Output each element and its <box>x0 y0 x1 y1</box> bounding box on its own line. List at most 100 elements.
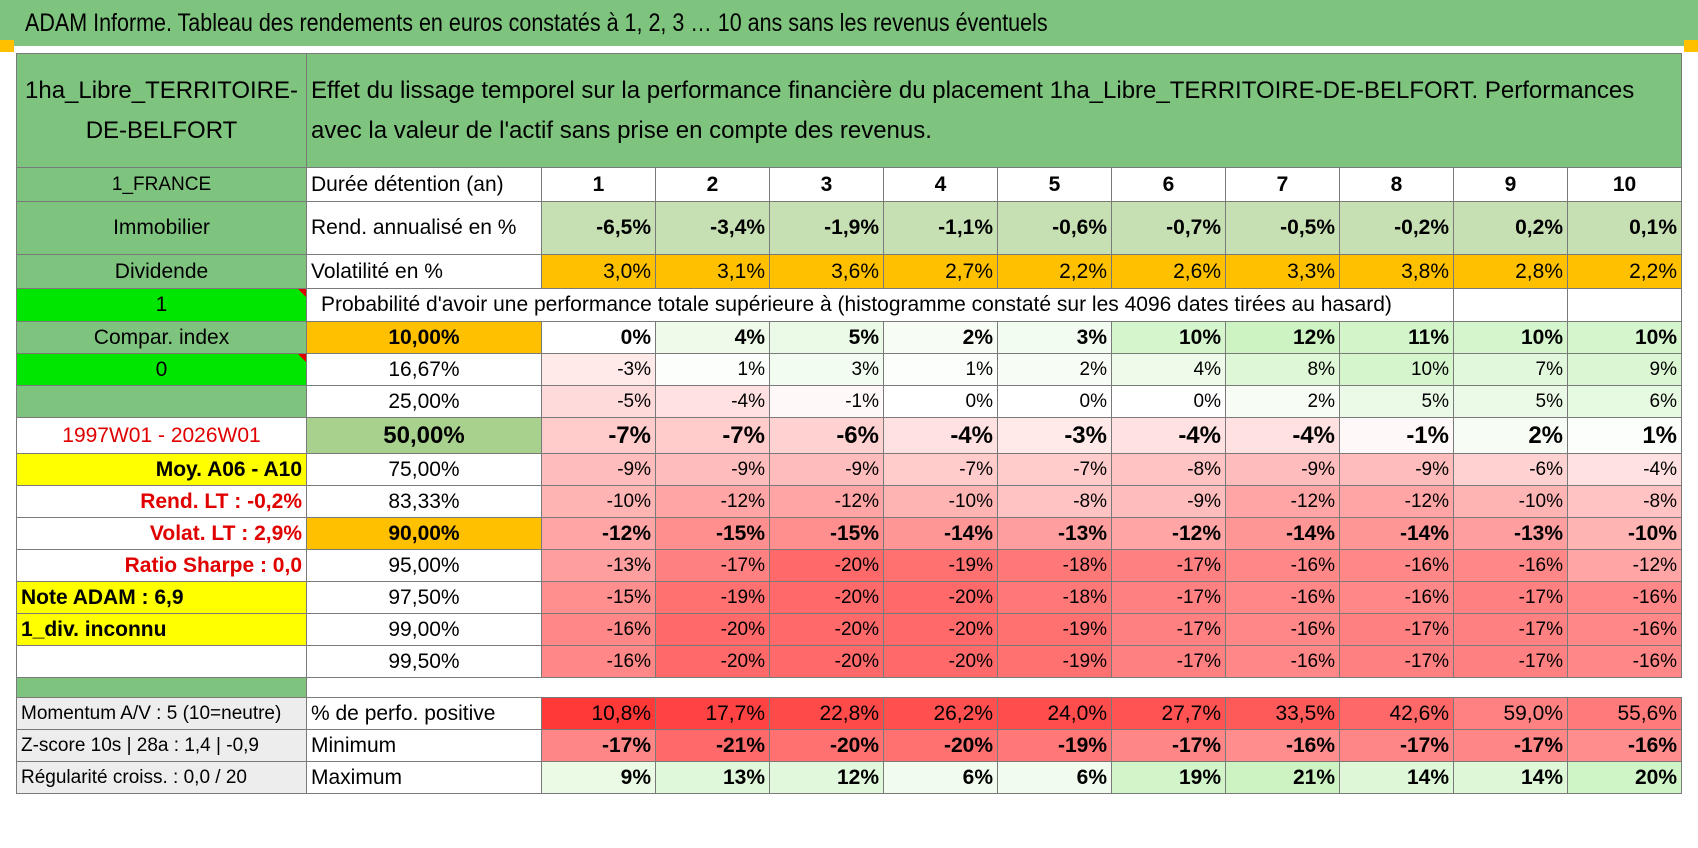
maximum-value: 14% <box>1453 761 1568 794</box>
positive-value: 26,2% <box>883 697 998 730</box>
percentile-label: 95,00% <box>306 549 542 582</box>
percentile-label: 25,00% <box>306 385 542 418</box>
percentile-value: -17% <box>1111 549 1226 582</box>
empty-green-cell <box>16 385 307 418</box>
volat-value: 3,1% <box>655 254 770 289</box>
maximum-value: 20% <box>1567 761 1682 794</box>
volat-value: 3,3% <box>1225 254 1340 289</box>
percentile-value: -10% <box>883 485 998 518</box>
percentile-value: -16% <box>1225 645 1340 678</box>
percentile-value: -9% <box>1339 453 1454 486</box>
volat-value: 3,6% <box>769 254 884 289</box>
percentile-value: -19% <box>997 645 1112 678</box>
category-cell: Immobilier <box>16 201 307 255</box>
year-header: 2 <box>655 167 770 202</box>
volat-value: 2,2% <box>1567 254 1682 289</box>
rend-value: -6,5% <box>541 201 656 255</box>
regularite-cell: Régularité croiss. : 0,0 / 20 <box>16 761 307 794</box>
percentile-value: -12% <box>655 485 770 518</box>
positive-value: 27,7% <box>1111 697 1226 730</box>
year-header: 8 <box>1339 167 1454 202</box>
percentile-value: -20% <box>769 613 884 646</box>
year-header: 5 <box>997 167 1112 202</box>
percentile-value: -17% <box>1111 645 1226 678</box>
period-cell: 1997W01 - 2026W01 <box>16 417 307 454</box>
percentile-label: 99,50% <box>306 645 542 678</box>
percentile-value: -16% <box>1567 581 1682 614</box>
percentile-value: -16% <box>1225 581 1340 614</box>
percentile-value: 1% <box>655 353 770 386</box>
minimum-value: -19% <box>997 729 1112 762</box>
percentile-value: 11% <box>1339 321 1454 354</box>
percentile-value: -4% <box>1567 453 1682 486</box>
volat-value: 2,2% <box>997 254 1112 289</box>
percentile-value: -17% <box>1453 581 1568 614</box>
percentile-value: -7% <box>997 453 1112 486</box>
percentile-value: 12% <box>1225 321 1340 354</box>
percentile-value: -10% <box>1567 517 1682 550</box>
title-bar: ADAM Informe. Tableau des rendements en … <box>0 0 1698 46</box>
right-corner-marker <box>1684 40 1698 52</box>
percentile-value: -5% <box>541 385 656 418</box>
percentile-value: 10% <box>1567 321 1682 354</box>
rend-value: 0,2% <box>1453 201 1568 255</box>
maximum-value: 6% <box>997 761 1112 794</box>
percentile-value: -7% <box>655 417 770 454</box>
minimum-label: Minimum <box>306 729 542 762</box>
positive-value: 59,0% <box>1453 697 1568 730</box>
percentile-value: -6% <box>1453 453 1568 486</box>
percentile-value: -8% <box>997 485 1112 518</box>
percentile-value: -18% <box>997 549 1112 582</box>
percentile-value: -3% <box>541 353 656 386</box>
percentile-value: -12% <box>1567 549 1682 582</box>
percentile-value: -4% <box>1111 417 1226 454</box>
description-cell: Effet du lissage temporel sur la perform… <box>306 53 1682 168</box>
empty-cell <box>16 645 307 678</box>
volat-value: 2,8% <box>1453 254 1568 289</box>
percentile-label: 90,00% <box>306 517 542 550</box>
percentile-value: -4% <box>1225 417 1340 454</box>
percentile-value: -12% <box>1111 517 1226 550</box>
rend-value: 0,1% <box>1567 201 1682 255</box>
percentile-value: 10% <box>1453 321 1568 354</box>
percentile-value: -15% <box>769 517 884 550</box>
year-header: 4 <box>883 167 998 202</box>
percentile-value: -6% <box>769 417 884 454</box>
rend-value: -1,9% <box>769 201 884 255</box>
positive-value: 10,8% <box>541 697 656 730</box>
year-header: 3 <box>769 167 884 202</box>
percentile-value: -13% <box>997 517 1112 550</box>
percentile-value: -19% <box>997 613 1112 646</box>
percentile-value: -9% <box>655 453 770 486</box>
percentile-value: -17% <box>1339 645 1454 678</box>
percentile-value: -10% <box>541 485 656 518</box>
percentile-value: -17% <box>1339 613 1454 646</box>
zscore-cell: Z-score 10s | 28a : 1,4 | -0,9 <box>16 729 307 762</box>
percentile-value: 0% <box>883 385 998 418</box>
positive-value: 55,6% <box>1567 697 1682 730</box>
maximum-value: 19% <box>1111 761 1226 794</box>
flag1-cell[interactable]: 1 <box>16 288 307 322</box>
percentile-value: -14% <box>883 517 998 550</box>
positive-value: 17,7% <box>655 697 770 730</box>
flag2-cell[interactable]: 0 <box>16 353 307 386</box>
percentile-value: -16% <box>1339 581 1454 614</box>
percentile-value: 2% <box>1453 417 1568 454</box>
percentile-label: 83,33% <box>306 485 542 518</box>
percentile-value: -3% <box>997 417 1112 454</box>
volat-label: Volatilité en % <box>306 254 542 289</box>
percentile-value: 7% <box>1453 353 1568 386</box>
percentile-value: 6% <box>1567 385 1682 418</box>
percentile-value: 10% <box>1111 321 1226 354</box>
percentile-value: -19% <box>883 549 998 582</box>
percentile-value: -9% <box>769 453 884 486</box>
percentile-value: -14% <box>1225 517 1340 550</box>
rend-value: -1,1% <box>883 201 998 255</box>
volat-value: 3,0% <box>541 254 656 289</box>
percentile-value: -16% <box>1339 549 1454 582</box>
minimum-value: -20% <box>769 729 884 762</box>
empty-cell <box>1453 288 1568 322</box>
positive-value: 24,0% <box>997 697 1112 730</box>
percentile-value: 3% <box>997 321 1112 354</box>
compar-index-cell: Compar. index <box>16 321 307 354</box>
